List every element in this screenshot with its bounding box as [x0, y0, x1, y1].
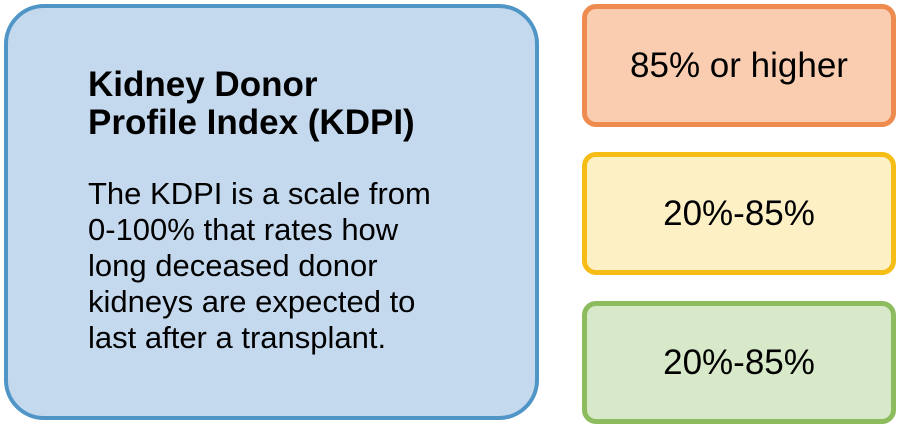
kdpi-description-line: last after a transplant. [88, 320, 387, 355]
range-box-middle: 20%-85% [582, 152, 896, 275]
kdpi-description-line: 0-100% that rates how [88, 212, 399, 247]
kdpi-title-line: Profile Index (KDPI) [88, 103, 415, 142]
kdpi-description-line: kidneys are expected to [88, 284, 416, 319]
range-box-high: 85% or higher [582, 4, 896, 127]
kdpi-title-line: Kidney Donor [88, 65, 318, 104]
kdpi-description: The KDPI is a scale from 0-100% that rat… [88, 176, 528, 356]
kdpi-info-card: Kidney Donor Profile Index (KDPI) The KD… [4, 4, 539, 420]
range-label-middle: 20%-85% [663, 193, 815, 233]
kdpi-description-line: The KDPI is a scale from [88, 176, 431, 211]
range-label-low: 20%-85% [663, 342, 815, 382]
range-box-low: 20%-85% [582, 301, 896, 424]
kdpi-description-line: long deceased donor [88, 248, 378, 283]
kdpi-title: Kidney Donor Profile Index (KDPI) [88, 66, 528, 142]
range-label-high: 85% or higher [630, 45, 848, 85]
